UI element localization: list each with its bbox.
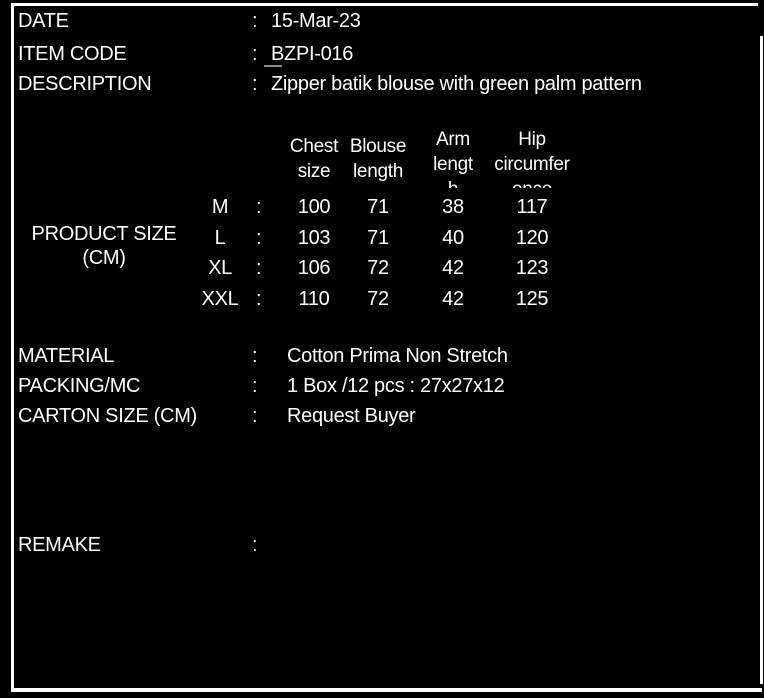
size-row-xl: XL : 106 72 42 123 (0, 257, 764, 282)
size-name: L (214, 227, 226, 249)
row-carton-size: CARTON SIZE (CM) : Request Buyer (0, 405, 764, 430)
row-packing: PACKING/MC : 1 Box /12 pcs : 27x27x12 (0, 375, 764, 400)
size-table-header: Chest size Blouse length Arm lengt h Hip… (0, 127, 764, 188)
packing-value: 1 Box /12 pcs : 27x27x12 (287, 375, 505, 397)
header-line: size (297, 161, 331, 182)
header-line: circumfer (494, 154, 570, 175)
column-header-blouse-length: Blouse length (346, 127, 410, 184)
chest-value: 100 (297, 196, 331, 218)
material-value: Cotton Prima Non Stretch (287, 345, 508, 367)
colon: : (252, 73, 258, 95)
colon: : (256, 227, 262, 249)
colon: : (252, 43, 258, 65)
date-value: 15-Mar-23 (271, 10, 361, 32)
item-code-underline (264, 65, 282, 67)
header-line: Blouse (349, 136, 407, 157)
sheet-border-bottom (11, 688, 762, 692)
blouse-length-value: 72 (367, 257, 389, 279)
item-code-value: BZPI-016 (271, 43, 354, 65)
size-name: M (211, 196, 229, 218)
hip-value: 120 (515, 227, 549, 249)
colon: : (256, 288, 262, 310)
blouse-length-value: 72 (367, 288, 389, 310)
colon: : (252, 10, 258, 32)
header-line-clipped: h (421, 177, 485, 188)
colon: : (256, 196, 262, 218)
header-line: Chest (289, 136, 339, 157)
carton-size-value: Request Buyer (287, 405, 416, 427)
row-remake: REMAKE : (0, 534, 764, 559)
column-header-arm-length: Arm lengt h (421, 127, 485, 188)
packing-label: PACKING/MC (18, 375, 141, 397)
hip-value: 125 (515, 288, 549, 310)
sheet-border-top (11, 3, 758, 6)
arm-length-value: 38 (442, 196, 464, 218)
chest-value: 106 (297, 257, 331, 279)
blouse-length-value: 71 (367, 227, 389, 249)
colon: : (252, 405, 258, 427)
chest-value: 110 (298, 288, 330, 310)
arm-length-value: 42 (442, 288, 464, 310)
size-name: XL (208, 257, 232, 279)
description-value: Zipper batik blouse with green palm patt… (271, 73, 642, 95)
header-line: length (353, 161, 403, 182)
carton-size-label: CARTON SIZE (CM) (18, 405, 197, 427)
size-row-l: L : 103 71 40 120 (0, 227, 764, 252)
header-line: Hip (518, 129, 546, 150)
row-item-code: ITEM CODE : BZPI-016 (0, 43, 764, 68)
size-row-m: M : 100 71 38 117 (0, 196, 764, 221)
blouse-length-value: 71 (367, 196, 389, 218)
size-name: XXL (201, 288, 239, 310)
date-label: DATE (18, 10, 69, 32)
colon: : (252, 375, 258, 397)
sheet-border-left (11, 3, 14, 691)
header-line: lengt (433, 154, 473, 175)
column-header-hip-circumference: Hip circumfer ence (488, 127, 576, 188)
size-row-xxl: XXL : 110 72 42 125 (0, 288, 764, 313)
item-code-label: ITEM CODE (18, 43, 127, 65)
column-header-chest-size: Chest size (282, 127, 346, 184)
header-line: Arm (436, 129, 470, 150)
chest-value: 103 (297, 227, 331, 249)
description-label: DESCRIPTION (18, 73, 152, 95)
hip-value: 123 (515, 257, 549, 279)
material-label: MATERIAL (18, 345, 115, 367)
colon: : (252, 534, 258, 556)
colon: : (252, 345, 258, 367)
product-size-section-label: PRODUCT SIZE (CM) (19, 222, 189, 270)
row-date: DATE : 15-Mar-23 (0, 10, 764, 35)
arm-length-value: 40 (442, 227, 464, 249)
colon: : (256, 257, 262, 279)
hip-value: 117 (516, 196, 548, 218)
arm-length-value: 42 (442, 257, 464, 279)
product-size-unit: (CM) (82, 247, 126, 269)
sheet-border-right (760, 36, 763, 684)
header-line-clipped: ence (488, 177, 576, 188)
product-size-label: PRODUCT SIZE (31, 223, 177, 245)
row-material: MATERIAL : Cotton Prima Non Stretch (0, 345, 764, 370)
remake-label: REMAKE (18, 534, 101, 556)
row-description: DESCRIPTION : Zipper batik blouse with g… (0, 73, 764, 98)
